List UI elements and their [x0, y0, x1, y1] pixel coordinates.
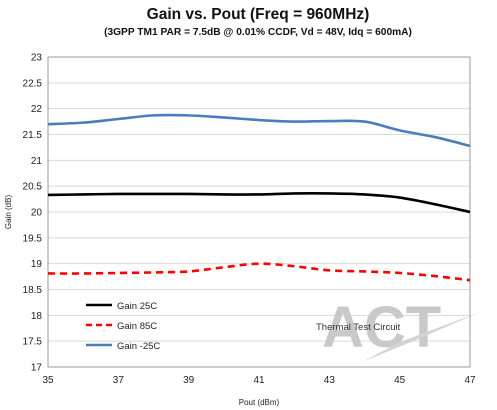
y-tick-label: 21: [31, 156, 43, 167]
y-tick-labels: 17 17.5 18 18.5 19 19.5 20 20.5 21 21.5 22 22.5 23: [23, 53, 43, 374]
act-watermark-logo: ACT: [322, 295, 480, 362]
y-tick-label: 22.5: [23, 78, 43, 89]
y-tick-label: 19: [31, 259, 43, 270]
y-tick-label: 22: [31, 104, 43, 115]
x-tick-label: 39: [183, 375, 195, 386]
x-tick-label: 45: [394, 375, 406, 386]
x-tick-label: 37: [113, 375, 125, 386]
y-tick-label: 20: [31, 208, 43, 219]
series-line-gain-25c: [47, 191, 471, 214]
chart-title: Gain vs. Pout (Freq = 960MHz): [147, 6, 370, 23]
chart-subtitle: (3GPP TM1 PAR = 7.5dB @ 0.01% CCDF, Vd =…: [104, 27, 412, 38]
series-line-gain-85c: [47, 262, 471, 282]
x-tick-label: 41: [253, 375, 265, 386]
legend-label-gain-minus-25c: Gain -25C: [117, 341, 160, 352]
y-tick-label: 20.5: [23, 182, 43, 193]
x-axis-label: Pout (dBm): [239, 398, 280, 407]
y-tick-label: 23: [31, 53, 43, 64]
y-tick-label: 18.5: [23, 285, 43, 296]
y-tick-label: 18: [31, 311, 43, 322]
x-tick-label: 47: [464, 375, 476, 386]
y-tick-label: 21.5: [23, 130, 43, 141]
y-axis-label: Gain (dB): [4, 195, 13, 230]
x-tick-labels: 35 37 39 41 43 45 47: [42, 375, 476, 386]
series-line-gain-minus-25c: [47, 113, 471, 148]
x-tick-label: 43: [324, 375, 336, 386]
legend-label-gain-25c: Gain 25C: [117, 301, 157, 312]
horizontal-gridlines: [48, 56, 470, 368]
y-tick-label: 17: [31, 363, 43, 374]
y-tick-label: 19.5: [23, 233, 43, 244]
thermal-test-circuit-annotation: Thermal Test Circuit: [316, 322, 401, 333]
watermark-text: ACT: [322, 295, 441, 360]
legend: Gain 25C Gain 85C Gain -25C: [86, 301, 160, 352]
watermark-swoosh: [362, 312, 480, 362]
series-layer: [47, 113, 471, 282]
x-tick-label: 35: [42, 375, 54, 386]
y-tick-label: 17.5: [23, 337, 43, 348]
legend-label-gain-85c: Gain 85C: [117, 321, 157, 332]
